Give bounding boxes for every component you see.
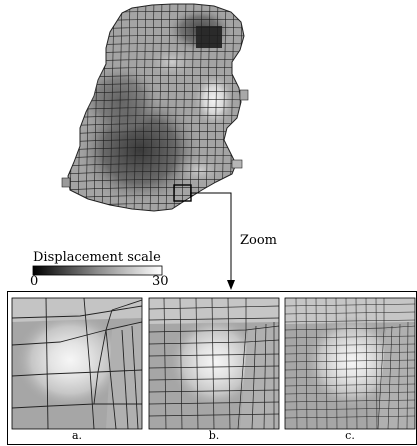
panel-caption-b: b. [208, 429, 220, 442]
displacement-scale-bar [32, 265, 163, 276]
panel-caption-c: c. [345, 429, 355, 442]
scale-min-label: 0 [30, 274, 39, 289]
scale-title: Displacement scale [33, 250, 161, 265]
zoom-panel-b [148, 297, 280, 430]
zoom-label: Zoom [240, 233, 278, 248]
panel-caption-a: a. [71, 429, 83, 442]
mesh-object [61, 3, 249, 212]
zoom-panel-a [11, 297, 143, 430]
zoom-arrow-head [227, 280, 235, 290]
scale-max-label: 30 [152, 274, 169, 289]
zoom-panel-c [284, 297, 416, 430]
zoom-arrow-line [191, 192, 232, 282]
